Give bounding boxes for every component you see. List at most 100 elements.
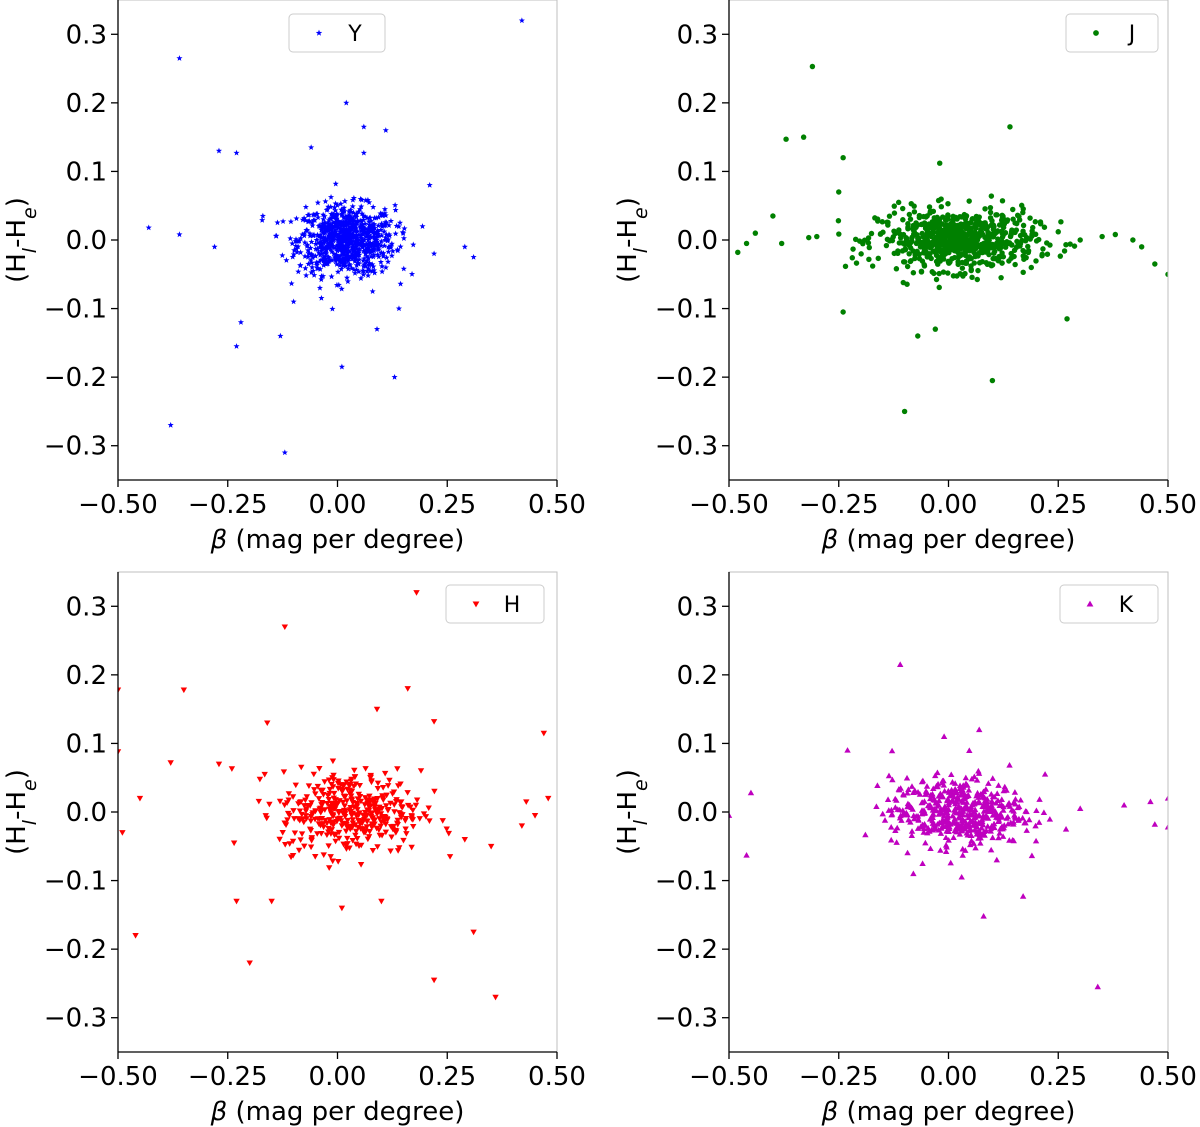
data-point [377, 258, 384, 265]
data-point [1007, 124, 1013, 130]
data-point [911, 226, 917, 233]
data-point [993, 811, 1000, 817]
data-point [322, 228, 329, 235]
data-point [351, 251, 358, 258]
data-point [963, 829, 970, 836]
data-point [381, 210, 388, 216]
x-tick-label: 0.50 [528, 1062, 586, 1092]
data-point [976, 214, 982, 220]
data-point [367, 774, 375, 781]
data-point [394, 247, 401, 254]
data-point [985, 780, 992, 786]
data-point [347, 213, 354, 220]
data-point [996, 812, 1003, 819]
data-point [952, 234, 959, 240]
x-tick-label: 0.25 [1029, 490, 1087, 520]
data-point [347, 778, 355, 785]
data-point [333, 281, 340, 288]
y-tick-label: 0.2 [66, 89, 107, 119]
y-tick-label: −0.2 [655, 935, 718, 965]
data-point [277, 332, 284, 339]
data-point [531, 813, 539, 819]
data-point [344, 252, 351, 259]
data-point [930, 796, 937, 803]
data-point [289, 253, 296, 260]
data-point [360, 149, 367, 156]
data-point [357, 826, 364, 832]
data-point [412, 802, 420, 809]
data-point [374, 780, 382, 787]
data-point [942, 809, 950, 816]
data-point [443, 826, 450, 833]
data-point [347, 207, 354, 213]
data-point [966, 198, 972, 204]
data-point [904, 281, 910, 287]
data-point [360, 267, 367, 274]
data-point [1120, 801, 1128, 808]
data-point [379, 268, 386, 275]
data-point [994, 797, 1002, 804]
data-point [323, 227, 330, 234]
data-point [380, 253, 387, 259]
data-point [348, 796, 355, 803]
data-point [964, 792, 971, 799]
data-point [1012, 261, 1018, 268]
data-point [977, 829, 984, 835]
data-point [916, 791, 924, 797]
data-point [966, 747, 973, 753]
data-point [351, 767, 358, 774]
data-point [305, 260, 312, 267]
data-point [936, 819, 943, 826]
data-point [518, 823, 526, 829]
data-point [935, 197, 942, 204]
data-point [365, 272, 372, 279]
legend-box [1059, 584, 1159, 624]
data-point [419, 223, 426, 229]
data-point [346, 787, 354, 794]
data-point [337, 235, 344, 242]
data-point [371, 214, 378, 221]
data-point [237, 319, 244, 325]
data-point [325, 203, 332, 210]
data-point [342, 213, 349, 220]
data-point [395, 305, 402, 312]
data-point [297, 235, 304, 241]
data-point [308, 800, 315, 806]
data-point [357, 798, 365, 805]
data-point [371, 803, 378, 810]
data-point [426, 181, 433, 188]
data-point [369, 242, 376, 249]
data-point [284, 817, 291, 824]
data-point [989, 218, 995, 224]
data-point [840, 309, 846, 315]
x-tick-label: 0.50 [528, 490, 586, 520]
y-tick-label: 0.3 [66, 20, 107, 50]
chart-panel-h: −0.50 −0.25 0.00 0.25 0.50 −0.3 −0.2 −0.1 0.0 0.1… [2, 571, 586, 1127]
data-point [335, 785, 342, 792]
data-point [180, 687, 188, 694]
data-point [422, 814, 430, 820]
data-point [345, 265, 352, 272]
data-point [334, 247, 341, 254]
data-point [371, 220, 378, 227]
data-point [952, 808, 959, 815]
data-point [396, 845, 403, 851]
data-point [950, 819, 958, 826]
data-point [970, 800, 978, 807]
data-point [382, 127, 389, 133]
data-point [362, 248, 369, 255]
data-point [362, 262, 369, 269]
data-point [352, 841, 360, 848]
data-point [909, 234, 915, 241]
data-point [375, 244, 382, 250]
data-point [357, 862, 365, 868]
data-point [984, 815, 992, 821]
data-point [350, 242, 357, 248]
data-point [1032, 822, 1039, 829]
data-point [365, 244, 372, 251]
data-point [908, 828, 916, 834]
data-point [344, 841, 351, 847]
data-point [298, 764, 305, 771]
legend-box [1065, 13, 1159, 53]
data-point [322, 817, 329, 824]
